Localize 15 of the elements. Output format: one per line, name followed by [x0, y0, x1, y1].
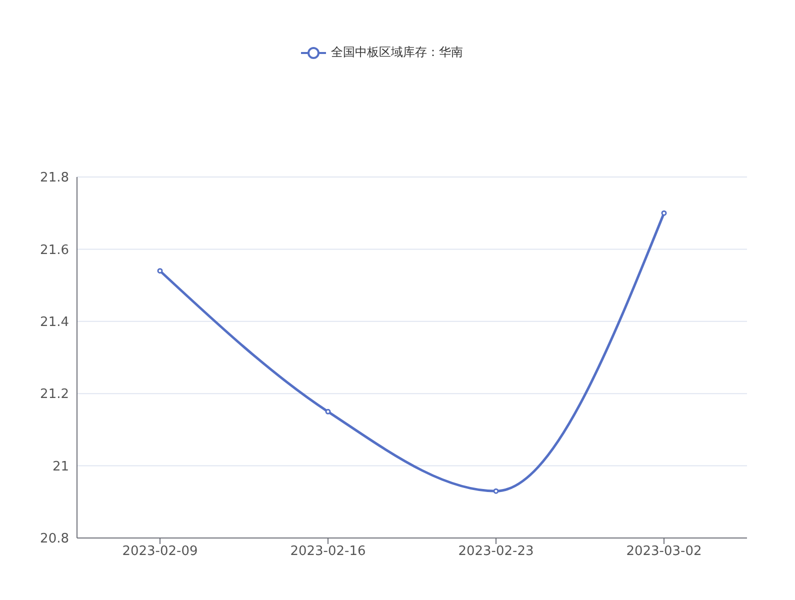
point [157, 268, 163, 274]
y-tick-label: 20.8 [40, 532, 69, 547]
y-tick-label: 21 [52, 459, 69, 474]
legend-label: 全国中板区域库存：华南 [331, 44, 463, 61]
x-tick-label: 2023-02-16 [290, 544, 366, 560]
point [493, 488, 499, 494]
y-tick-label: 21.2 [40, 387, 69, 402]
y-tick-label: 21.6 [40, 242, 69, 258]
point [325, 408, 331, 414]
x-tick-label: 2023-03-02 [626, 544, 702, 560]
x-tick-label: 2023-02-09 [122, 544, 198, 560]
point [661, 210, 667, 216]
x-tick-label: 2023-02-23 [458, 544, 534, 560]
y-tick-label: 21.4 [40, 315, 69, 330]
y-tick-label: 21.8 [40, 170, 69, 186]
